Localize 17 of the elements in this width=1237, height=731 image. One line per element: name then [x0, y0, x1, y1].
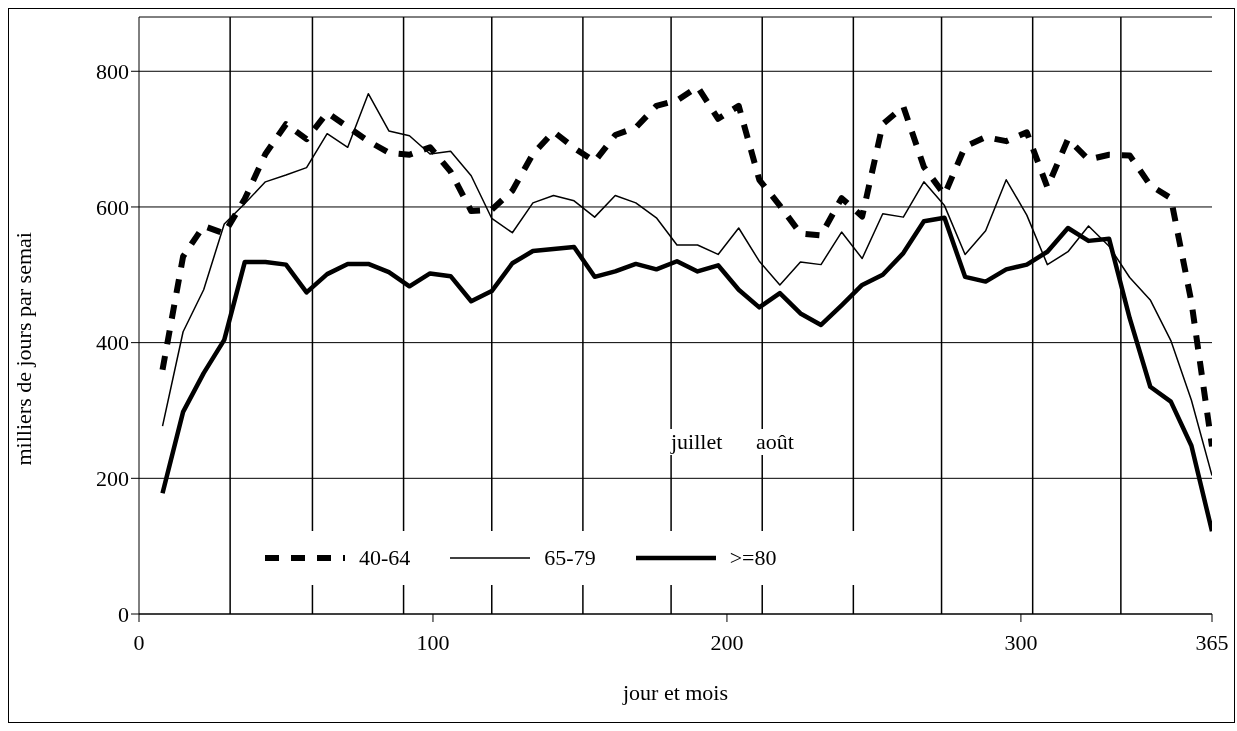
annotation: juillet — [669, 429, 725, 455]
legend-label: >=80 — [729, 545, 777, 571]
x-axis-title: jour et mois — [621, 680, 729, 705]
y-tick-label: 0 — [118, 601, 129, 627]
legend-label: 65-79 — [544, 545, 596, 571]
annotation: août — [754, 429, 796, 455]
x-tick-label: 0 — [133, 629, 145, 655]
y-axis-title: milliers de jours par semai — [10, 232, 36, 466]
y-tick-label: 400 — [96, 330, 129, 356]
y-tick-label: 200 — [96, 466, 129, 492]
legend-label: 40-64 — [359, 545, 411, 571]
x-tick-label: 200 — [710, 629, 744, 655]
x-tick-label: 100 — [416, 629, 450, 655]
y-tick-label: 600 — [96, 194, 129, 220]
x-tick-label: 365 — [1195, 629, 1229, 655]
y-tick-label: 800 — [96, 59, 129, 85]
x-tick-label: 300 — [1004, 629, 1038, 655]
